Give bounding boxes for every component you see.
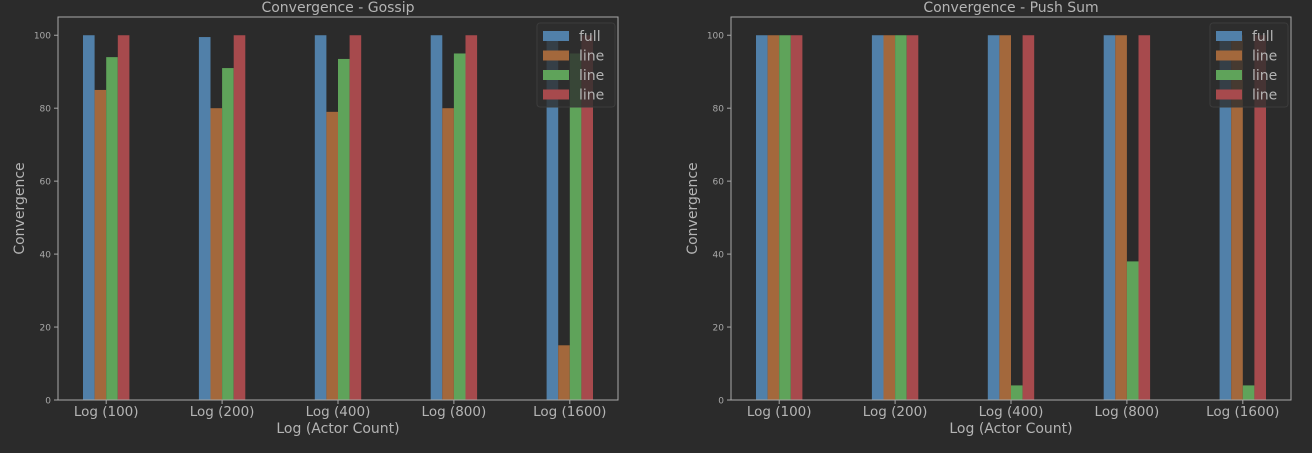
bar-line-4-cat-4 [465,35,478,401]
bar-full-1-cat-5 [546,35,559,401]
bar-line-4-cat-1 [117,35,130,401]
y-tick-label: 100 [707,32,724,42]
legend-label: line [1252,88,1277,104]
y-tick-label: 80 [713,105,725,115]
bar-full-1-cat-3 [314,35,327,401]
legend-label: line [1252,49,1277,65]
bar-line-4-cat-3 [1022,35,1035,401]
bar-full-1-cat-1 [756,35,768,401]
legend-swatch [543,70,569,80]
bar-full-1-cat-5 [1219,35,1232,401]
y-tick-label: 0 [45,397,51,407]
bar-line-4-cat-5 [1254,35,1266,401]
y-tick-label: 100 [34,32,51,42]
bar-line-3-cat-1 [779,35,791,401]
bar-line-3-cat-4 [453,53,466,400]
x-tick-label: Log (400) [306,404,371,420]
legend-swatch [1216,31,1242,41]
legend-box [1209,22,1289,108]
bar-line-3-cat-5 [569,53,582,400]
bar-line-4-cat-2 [906,35,919,401]
bar-line-2-cat-3 [326,111,338,400]
legend: full line line line [536,22,616,108]
legend-label: line [579,88,604,104]
bar-line-2-cat-2 [210,108,223,400]
legend-swatch [1216,70,1242,80]
legend-swatch [1216,50,1242,61]
legend-swatch [543,31,569,41]
x-tick-label: Log (200) [863,404,928,420]
bar-line-3-cat-1 [106,57,118,401]
y-axis-label: Convergence [685,162,701,254]
bar-full-1-cat-4 [1103,35,1116,401]
legend-swatch [543,50,569,61]
y-tick-label: 20 [713,324,725,334]
y-tick-label: 20 [40,324,52,334]
y-tick-label: 0 [718,397,724,407]
x-axis-label: Log (Actor Count) [276,421,399,437]
legend-box [536,22,616,108]
x-tick-label: Log (1600) [1206,404,1279,420]
y-axis-label: Convergence [12,162,28,254]
bar-line-2-cat-1 [767,35,780,401]
bar-line-3-cat-5 [1242,385,1255,400]
bar-full-1-cat-4 [430,35,443,401]
bar-line-3-cat-3 [338,58,350,400]
y-tick-label: 60 [713,178,725,188]
x-tick-label: Log (100) [747,404,812,420]
legend-swatch [543,89,569,100]
bar-line-3-cat-3 [1011,385,1023,400]
x-tick-label: Log (800) [422,404,487,420]
bar-line-2-cat-2 [883,35,896,401]
x-tick-label: Log (1600) [533,404,606,420]
legend-label: line [1252,68,1277,84]
bar-line-4-cat-1 [790,35,803,401]
bar-full-1-cat-2 [198,37,211,401]
x-tick-label: Log (800) [1095,404,1160,420]
chart-title: Convergence - Push Sum [923,0,1098,16]
legend-label: full [1252,29,1274,45]
bar-line-2-cat-1 [94,89,107,400]
bar-line-3-cat-4 [1126,261,1139,400]
legend-label: line [579,68,604,84]
bar-line-2-cat-5 [1231,35,1243,401]
x-axis-label: Log (Actor Count) [949,421,1072,437]
legend: full line line line [1209,22,1289,108]
legend-swatch [1216,89,1242,100]
legend-label: line [579,49,604,65]
bar-line-4-cat-5 [581,35,593,401]
chart-title: Convergence - Gossip [261,0,414,16]
bar-line-3-cat-2 [895,35,907,401]
bar-line-4-cat-3 [349,35,362,401]
bar-full-1-cat-2 [871,35,884,401]
bar-line-4-cat-2 [233,35,246,401]
legend-label: full [579,29,601,45]
x-tick-label: Log (100) [74,404,139,420]
bar-line-3-cat-2 [222,68,234,400]
y-tick-label: 80 [40,105,52,115]
bar-line-2-cat-3 [999,35,1011,401]
bar-line-4-cat-4 [1138,35,1151,401]
bar-line-2-cat-5 [558,345,570,400]
bar-line-2-cat-4 [1115,35,1127,401]
x-tick-label: Log (400) [979,404,1044,420]
y-tick-label: 60 [40,178,52,188]
bar-full-1-cat-1 [83,35,95,401]
y-tick-label: 40 [40,251,52,261]
bar-line-2-cat-4 [442,108,454,400]
x-tick-label: Log (200) [190,404,255,420]
y-tick-label: 40 [713,251,725,261]
bar-full-1-cat-3 [987,35,1000,401]
